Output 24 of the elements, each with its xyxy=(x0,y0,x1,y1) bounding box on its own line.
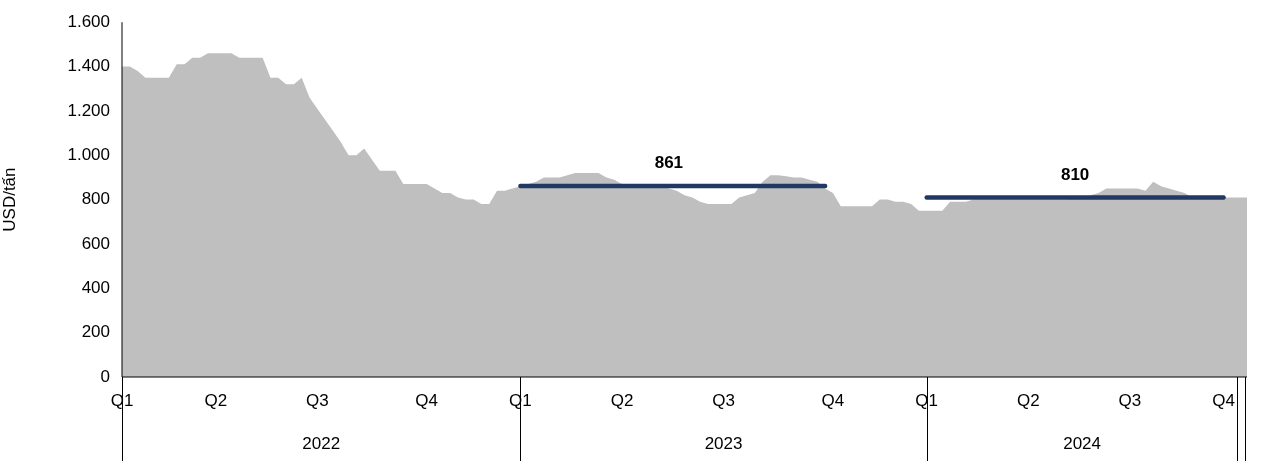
y-tick-label: 1.000 xyxy=(67,144,110,164)
x-tick-label: Q2 xyxy=(204,390,228,410)
data-label: 810 xyxy=(1060,164,1090,184)
y-tick-label: 800 xyxy=(81,189,110,209)
y-tick-label: 600 xyxy=(81,233,110,253)
x-tick-label: Q3 xyxy=(1118,390,1142,410)
text: 2023 xyxy=(704,433,743,453)
x-tick-label: Q4 xyxy=(415,390,439,410)
y-tick-label: 1.400 xyxy=(67,56,110,76)
y-axis-title: USD/tấn xyxy=(0,167,19,232)
data-label: 861 xyxy=(654,153,684,173)
x-tick-label: Q4 xyxy=(1212,390,1235,410)
x-tick-label: Q2 xyxy=(1016,390,1040,410)
y-tick-label: 1.600 xyxy=(67,11,110,31)
y-tick-label: 400 xyxy=(81,277,110,297)
y-tick-label: 1.200 xyxy=(67,100,110,120)
x-tick-label: Q2 xyxy=(610,390,634,410)
text: 2024 xyxy=(1063,433,1102,453)
text: 2022 xyxy=(302,433,341,453)
x-tick-label: Q3 xyxy=(305,390,329,410)
y-tick-label: 200 xyxy=(81,322,110,342)
y-tick-label: 0 xyxy=(100,366,110,386)
x-tick-label: Q3 xyxy=(712,390,735,410)
x-tick-label: Q4 xyxy=(821,390,845,410)
